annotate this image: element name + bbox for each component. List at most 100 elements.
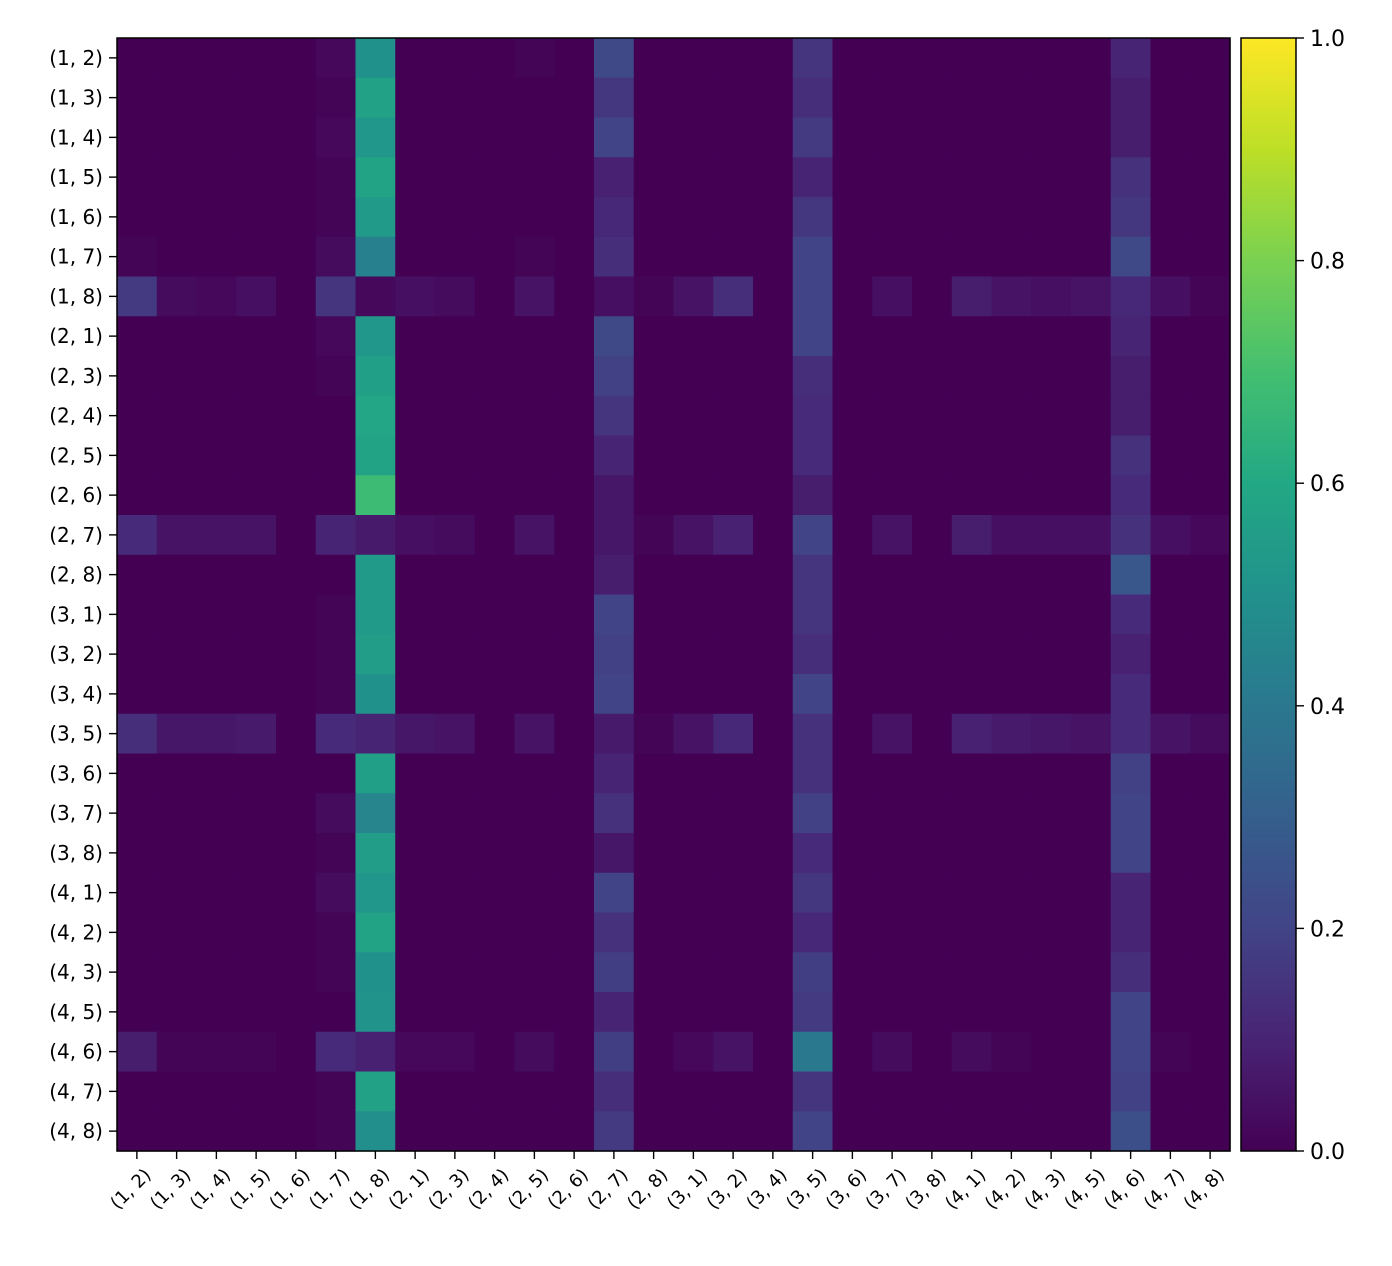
heatmap-cell-r14-c3 xyxy=(236,594,277,635)
heatmap-cell-r17-c8 xyxy=(435,713,476,755)
heatmap-cell-r21-c4 xyxy=(276,872,317,914)
heatmap-cell-r21-c26 xyxy=(1150,872,1191,914)
heatmap-cell-r22-c17 xyxy=(792,912,834,953)
heatmap-cell-r27-c12 xyxy=(594,1111,635,1152)
heatmap-cell-r19-c6 xyxy=(355,793,396,834)
heatmap-cell-r27-c22 xyxy=(991,1111,1032,1152)
heatmap-cell-r22-c25 xyxy=(1110,912,1152,953)
heatmap-cell-r10-c0 xyxy=(117,435,158,476)
heatmap-cell-r14-c18 xyxy=(832,594,873,635)
heatmap-cell-r22-c18 xyxy=(832,912,873,953)
heatmap-cell-r15-c1 xyxy=(156,634,198,675)
heatmap-cell-r1-c25 xyxy=(1110,77,1152,119)
y-tick-label: (1, 6) xyxy=(49,205,103,229)
x-tick-label: (4, 2) xyxy=(981,1165,1030,1214)
heatmap-cell-r10-c17 xyxy=(792,435,834,476)
heatmap-cell-r25-c14 xyxy=(673,1031,714,1073)
heatmap-cell-r5-c19 xyxy=(872,236,913,278)
heatmap-cell-r23-c27 xyxy=(1190,952,1231,993)
heatmap-cell-r3-c20 xyxy=(912,157,953,198)
heatmap-cell-r14-c10 xyxy=(514,594,555,635)
heatmap-cell-r1-c12 xyxy=(594,77,635,119)
heatmap-cell-r4-c27 xyxy=(1190,197,1231,238)
heatmap-cell-r16-c22 xyxy=(991,674,1032,715)
heatmap-cell-r13-c22 xyxy=(991,554,1032,596)
heatmap-cell-r25-c16 xyxy=(753,1031,794,1073)
heatmap-cell-r26-c9 xyxy=(474,1071,516,1112)
heatmap-cell-r4-c9 xyxy=(474,197,516,238)
heatmap-cell-r24-c27 xyxy=(1190,992,1231,1033)
heatmap-cell-r23-c3 xyxy=(236,952,277,993)
heatmap-cell-r8-c16 xyxy=(753,356,794,397)
heatmap-cell-r23-c21 xyxy=(951,952,993,993)
heatmap-cell-r1-c2 xyxy=(196,77,237,119)
heatmap-cell-r5-c11 xyxy=(554,236,595,278)
heatmap-cell-r8-c17 xyxy=(792,356,834,397)
heatmap-cell-r16-c4 xyxy=(276,674,317,715)
heatmap-cell-r16-c11 xyxy=(554,674,595,715)
heatmap-cell-r16-c9 xyxy=(474,674,516,715)
heatmap-cell-r23-c25 xyxy=(1110,952,1152,993)
x-tick-label: (3, 8) xyxy=(901,1165,950,1214)
heatmap-cell-r17-c18 xyxy=(832,713,873,755)
heatmap-cell-r15-c22 xyxy=(991,634,1032,675)
heatmap-cell-r3-c9 xyxy=(474,157,516,198)
heatmap-cell-r19-c25 xyxy=(1110,793,1152,834)
heatmap-cell-r16-c16 xyxy=(753,674,794,715)
heatmap-cell-r7-c11 xyxy=(554,316,595,357)
heatmap-cell-r11-c20 xyxy=(912,475,953,516)
heatmap-cell-r16-c13 xyxy=(633,674,675,715)
heatmap-cell-r23-c15 xyxy=(713,952,754,993)
heatmap-cell-r2-c15 xyxy=(713,117,754,158)
heatmap-cell-r4-c2 xyxy=(196,197,237,238)
heatmap-cell-r11-c2 xyxy=(196,475,237,516)
heatmap-cell-r6-c7 xyxy=(395,276,436,317)
heatmap-cell-r14-c15 xyxy=(713,594,754,635)
heatmap-cell-r20-c11 xyxy=(554,833,595,874)
heatmap-cell-r22-c13 xyxy=(633,912,675,953)
heatmap-cell-r7-c7 xyxy=(395,316,436,357)
heatmap-cell-r12-c17 xyxy=(792,515,834,556)
heatmap-cell-r0-c26 xyxy=(1150,38,1191,79)
heatmap-cell-r16-c8 xyxy=(435,674,476,715)
heatmap-cell-r15-c24 xyxy=(1071,634,1112,675)
heatmap-cell-r15-c27 xyxy=(1190,634,1231,675)
heatmap-cell-r21-c7 xyxy=(395,872,436,914)
heatmap-cell-r13-c21 xyxy=(951,554,993,596)
heatmap-cell-r20-c19 xyxy=(872,833,913,874)
heatmap-cell-r4-c11 xyxy=(554,197,595,238)
heatmap-cell-r4-c13 xyxy=(633,197,675,238)
heatmap-cell-r7-c16 xyxy=(753,316,794,357)
heatmap-cell-r6-c12 xyxy=(594,276,635,317)
heatmap-cell-r16-c2 xyxy=(196,674,237,715)
heatmap-cell-r2-c26 xyxy=(1150,117,1191,158)
heatmap-cell-r11-c16 xyxy=(753,475,794,516)
heatmap-cell-r17-c5 xyxy=(315,713,357,755)
heatmap-cell-r3-c22 xyxy=(991,157,1032,198)
heatmap-cell-r11-c27 xyxy=(1190,475,1231,516)
heatmap-cell-r20-c5 xyxy=(315,833,357,874)
heatmap-cell-r5-c14 xyxy=(673,236,714,278)
heatmap-cell-r25-c0 xyxy=(117,1031,158,1073)
heatmap-cell-r9-c0 xyxy=(117,395,158,437)
heatmap-cell-r19-c0 xyxy=(117,793,158,834)
heatmap-cell-r9-c1 xyxy=(156,395,198,437)
heatmap-cell-r22-c6 xyxy=(355,912,396,953)
heatmap-cell-r6-c26 xyxy=(1150,276,1191,317)
heatmap-cell-r25-c26 xyxy=(1150,1031,1191,1073)
heatmap-cell-r2-c19 xyxy=(872,117,913,158)
heatmap-cell-r14-c16 xyxy=(753,594,794,635)
heatmap-cell-r18-c20 xyxy=(912,753,953,794)
heatmap-cell-r11-c18 xyxy=(832,475,873,516)
heatmap-cell-r25-c1 xyxy=(156,1031,198,1073)
heatmap-cell-r15-c10 xyxy=(514,634,555,675)
heatmap-cell-r18-c13 xyxy=(633,753,675,794)
heatmap-cell-r6-c27 xyxy=(1190,276,1231,317)
heatmap-cell-r16-c5 xyxy=(315,674,357,715)
heatmap-cell-r20-c15 xyxy=(713,833,754,874)
heatmap-cell-r19-c7 xyxy=(395,793,436,834)
heatmap-cell-r20-c9 xyxy=(474,833,516,874)
heatmap-cell-r10-c14 xyxy=(673,435,714,476)
heatmap-cell-r12-c0 xyxy=(117,515,158,556)
